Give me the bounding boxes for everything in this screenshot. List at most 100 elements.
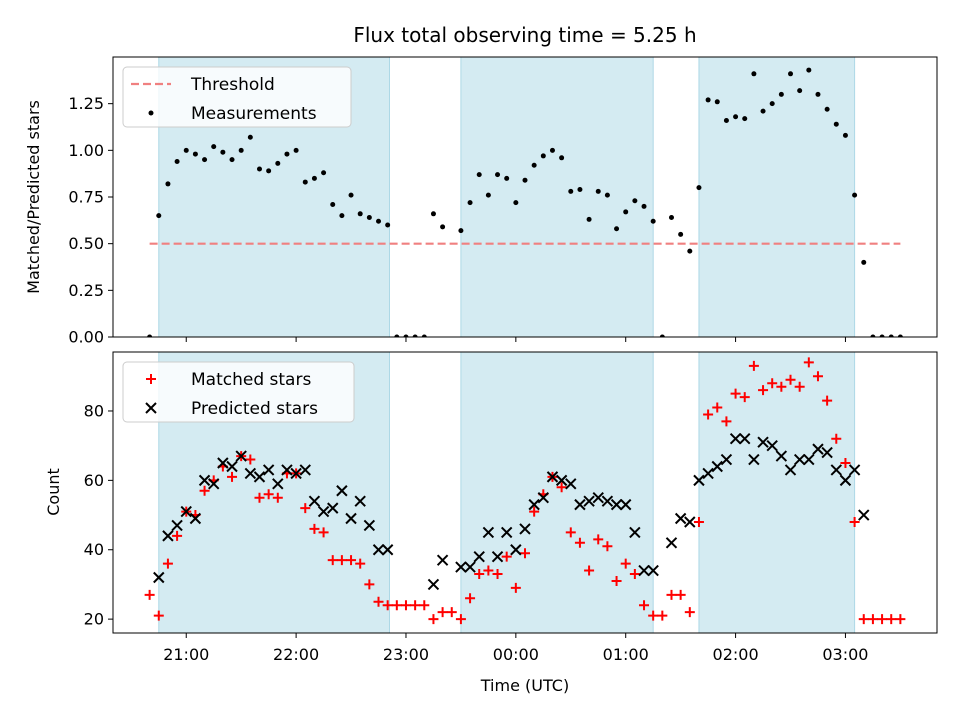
matched-stars-point	[428, 614, 439, 625]
measurement-point	[394, 334, 400, 337]
predicted-stars-point	[317, 505, 330, 518]
predicted-stars-point	[473, 550, 485, 563]
predicted-stars-point	[729, 433, 742, 445]
matched-stars-point	[391, 600, 402, 611]
predicted-stars-point	[482, 526, 495, 539]
measurement-point	[192, 151, 198, 157]
measurement-point	[632, 198, 638, 204]
measurement-point	[293, 147, 299, 153]
matched-stars-point	[227, 471, 238, 482]
predicted-stars-point	[217, 457, 229, 469]
matched-stars-point	[712, 402, 723, 413]
predicted-stars-point	[235, 450, 247, 462]
legend-predicted-swatch	[145, 402, 157, 414]
top-shaded-interval	[460, 57, 654, 337]
bottom-legend-label: Predicted stars	[191, 399, 318, 419]
bottom-shaded-interval	[698, 352, 856, 633]
predicted-stars-point	[711, 460, 723, 473]
measurement-point	[742, 116, 748, 122]
matched-stars-point	[382, 600, 393, 611]
matched-stars-point	[455, 614, 466, 625]
measurement-point	[376, 218, 382, 224]
predicted-stars-point	[189, 512, 202, 525]
predicted-stars-point	[455, 561, 467, 573]
matched-stars-point	[849, 516, 860, 527]
measurement-point	[440, 224, 446, 230]
measurement-point	[806, 67, 812, 73]
matched-stars-point	[730, 388, 741, 399]
matched-stars-point	[794, 381, 805, 392]
predicted-stars-point	[574, 498, 586, 511]
predicted-stars-point	[793, 453, 806, 466]
measurement-point	[476, 172, 482, 178]
predicted-stars-point	[555, 474, 568, 487]
measurement-point	[183, 147, 189, 153]
predicted-stars-point	[821, 446, 833, 459]
matched-stars-point	[520, 548, 530, 559]
measurement-point	[568, 188, 574, 194]
top-panel: 0.00 0.25 0.50 0.75 1.00 1.25 Threshold Measure…	[68, 56, 938, 347]
measurement-point	[888, 334, 894, 337]
measurement-point	[504, 175, 510, 181]
predicted-stars-point	[162, 530, 174, 542]
predicted-stars-point	[748, 453, 760, 466]
bottom-y-tick-label: 40	[84, 540, 104, 559]
matched-stars-point	[346, 555, 357, 566]
measurement-point	[403, 334, 409, 337]
x-tick-label: 00:00	[493, 645, 539, 664]
predicted-stars-point	[592, 491, 604, 504]
matched-stars-point	[574, 537, 585, 548]
measurement-point	[220, 149, 226, 155]
predicted-stars-point	[171, 519, 183, 532]
predicted-stars-point	[830, 464, 842, 476]
bottom-panel: 20 40 60 80 21:00 22:00 23:00 00:00 01:00 02:00 03…	[84, 351, 938, 664]
matched-stars-point	[895, 614, 906, 625]
bottom-y-tick-label: 20	[84, 610, 104, 629]
x-tick-label: 22:00	[273, 645, 319, 664]
measurement-point	[586, 216, 592, 222]
matched-stars-point	[529, 506, 540, 517]
measurement-point	[366, 215, 372, 221]
matched-stars-point	[565, 527, 576, 538]
predicted-stars-point	[766, 439, 778, 452]
measurement-point	[751, 71, 757, 77]
predicted-stars-point	[253, 471, 266, 483]
x-tick-label: 02:00	[713, 645, 759, 664]
matched-stars-point	[639, 600, 650, 611]
predicted-stars-point	[720, 453, 733, 466]
measurement-point	[723, 117, 729, 123]
predicted-stars-point	[674, 512, 687, 525]
measurement-point	[247, 134, 253, 140]
measurement-point	[549, 147, 555, 153]
top-y-tick-label: 0.25	[68, 281, 104, 300]
matched-stars-point	[501, 551, 512, 562]
bottom-legend-box	[122, 361, 355, 423]
predicted-stars-point	[528, 498, 540, 511]
predicted-stars-point	[784, 464, 797, 476]
matched-stars-point	[492, 569, 503, 580]
matched-stars-point	[867, 614, 878, 625]
measurement-point	[385, 222, 391, 228]
predicted-stars-point	[427, 578, 440, 591]
matched-stars-point	[437, 607, 448, 618]
legend-measurements-swatch	[148, 110, 154, 116]
matched-stars-point	[199, 485, 210, 496]
predicted-stars-point	[803, 453, 815, 466]
predicted-stars-point	[647, 564, 659, 577]
measurement-point	[339, 213, 345, 219]
measurement-point	[321, 170, 327, 176]
measurement-point	[275, 160, 281, 166]
bottom-axes-frame	[112, 351, 938, 634]
measurement-point	[430, 211, 436, 217]
matched-stars-point	[309, 523, 320, 534]
measurement-point	[302, 179, 308, 185]
measurement-point	[577, 187, 583, 193]
measurement-point	[211, 144, 217, 150]
matched-stars-point	[675, 589, 686, 600]
predicted-stars-point	[565, 478, 577, 490]
bottom-y-tick-label: 60	[84, 471, 104, 490]
matched-stars-point	[410, 600, 421, 611]
measurement-point	[174, 159, 180, 165]
measurement-point	[815, 91, 821, 97]
measurement-point	[678, 231, 684, 237]
